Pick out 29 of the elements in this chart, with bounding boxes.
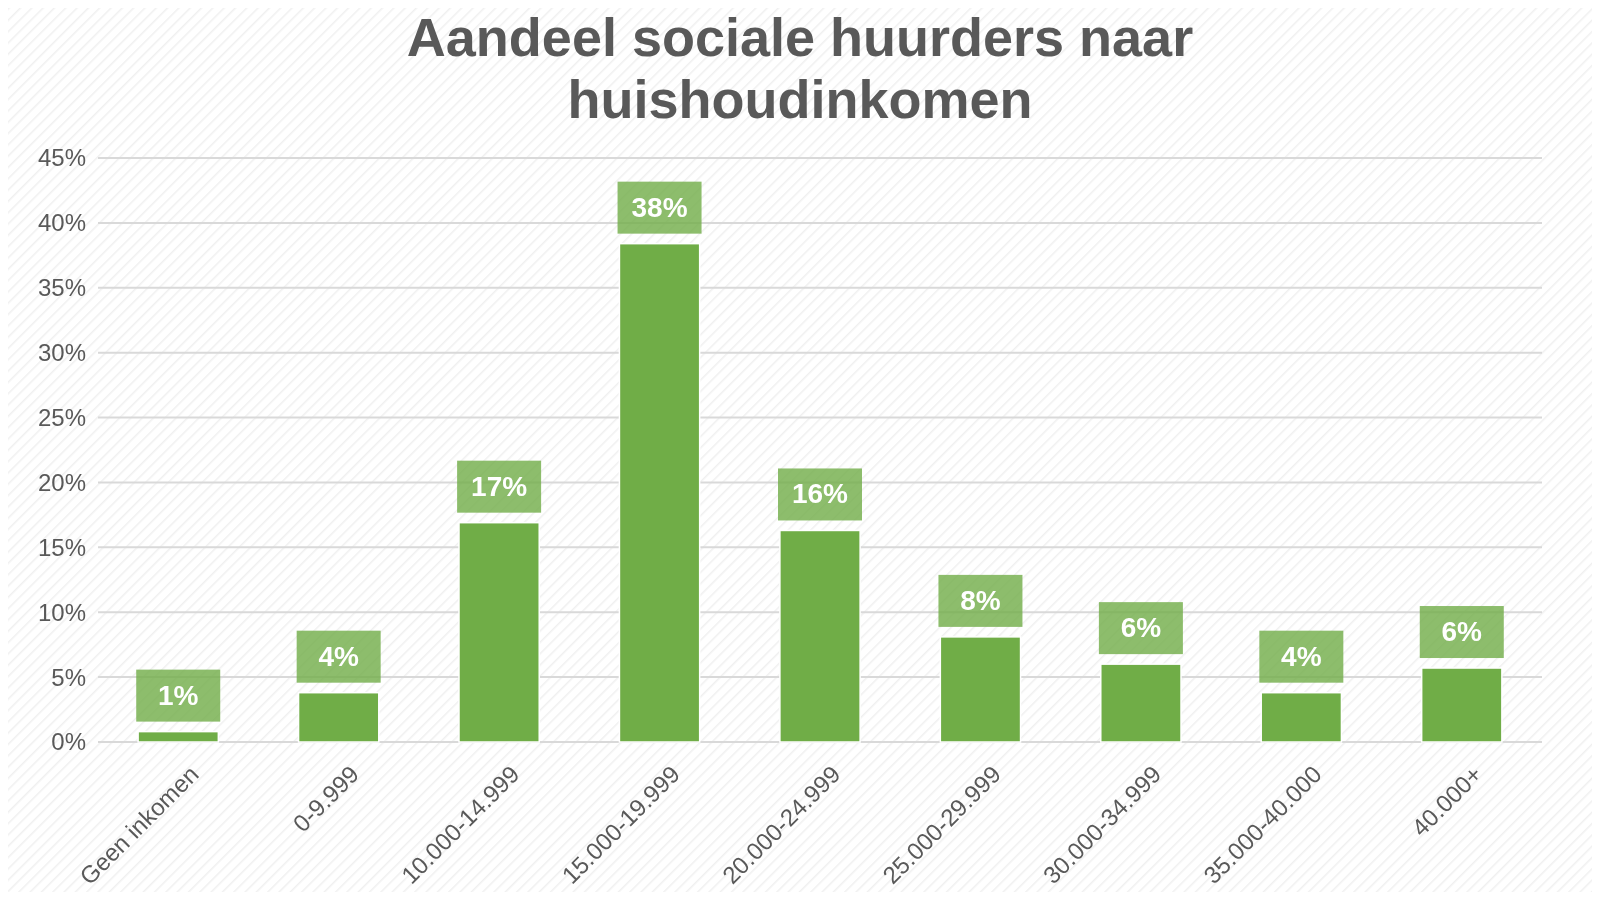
data-label: 16% (791, 478, 849, 510)
bar (297, 691, 380, 743)
y-tick-label: 35% (37, 274, 86, 302)
bar (779, 529, 861, 743)
y-tick-label: 40% (37, 209, 86, 237)
data-label: 8% (960, 584, 1001, 616)
data-label: 38% (631, 191, 688, 223)
data-label: 6% (1441, 616, 1483, 648)
y-tick-label: 15% (37, 533, 86, 561)
y-tick-label: 30% (37, 339, 86, 367)
bar (137, 730, 220, 743)
y-tick-label: 45% (37, 144, 86, 172)
y-tick-label: 10% (37, 598, 86, 626)
y-tick-label: 5% (51, 663, 86, 691)
data-label: 4% (318, 640, 359, 672)
bar (1260, 691, 1343, 743)
data-label: 1% (157, 679, 199, 711)
y-tick-label: 20% (37, 468, 86, 496)
chart-title: Aandeel sociale huurders naar huishoudinkomen (406, 7, 1194, 129)
bar (618, 242, 701, 743)
y-tick-label: 25% (37, 403, 86, 431)
y-tick-label: 0% (51, 728, 86, 756)
bar (1420, 667, 1503, 743)
data-label: 6% (1120, 612, 1162, 644)
data-label: 17% (471, 470, 528, 502)
bar (458, 521, 540, 743)
data-label: 4% (1281, 640, 1322, 672)
bar (939, 636, 1022, 743)
bar (1100, 663, 1182, 743)
